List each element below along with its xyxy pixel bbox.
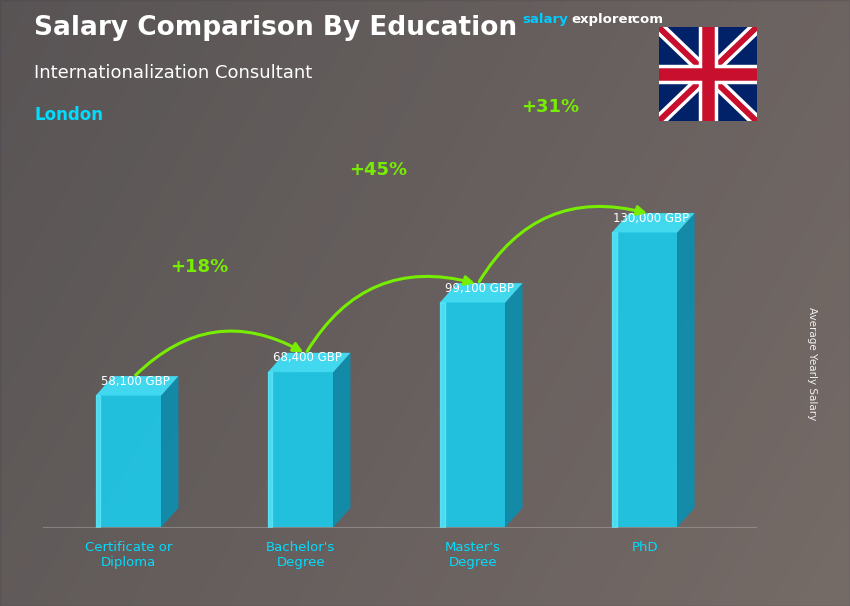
Text: .com: .com xyxy=(627,13,663,26)
Polygon shape xyxy=(162,376,178,527)
Text: +18%: +18% xyxy=(170,258,228,276)
Polygon shape xyxy=(440,283,523,302)
Text: Average Yearly Salary: Average Yearly Salary xyxy=(807,307,817,420)
Polygon shape xyxy=(268,372,333,527)
Text: London: London xyxy=(34,106,103,124)
Polygon shape xyxy=(612,233,677,527)
Text: 58,100 GBP: 58,100 GBP xyxy=(101,375,170,388)
Polygon shape xyxy=(505,283,523,527)
Polygon shape xyxy=(333,353,350,527)
Polygon shape xyxy=(440,302,505,527)
Polygon shape xyxy=(612,213,694,233)
Text: +31%: +31% xyxy=(521,98,579,116)
Polygon shape xyxy=(96,396,162,527)
Polygon shape xyxy=(96,376,178,396)
Polygon shape xyxy=(677,213,694,527)
Text: 68,400 GBP: 68,400 GBP xyxy=(273,351,342,364)
Text: explorer: explorer xyxy=(571,13,634,26)
Text: +45%: +45% xyxy=(349,161,407,179)
Text: 130,000 GBP: 130,000 GBP xyxy=(614,211,689,225)
Text: Internationalization Consultant: Internationalization Consultant xyxy=(34,64,312,82)
Text: 99,100 GBP: 99,100 GBP xyxy=(445,282,514,295)
Text: Salary Comparison By Education: Salary Comparison By Education xyxy=(34,15,517,41)
Polygon shape xyxy=(268,353,350,372)
Text: salary: salary xyxy=(523,13,569,26)
